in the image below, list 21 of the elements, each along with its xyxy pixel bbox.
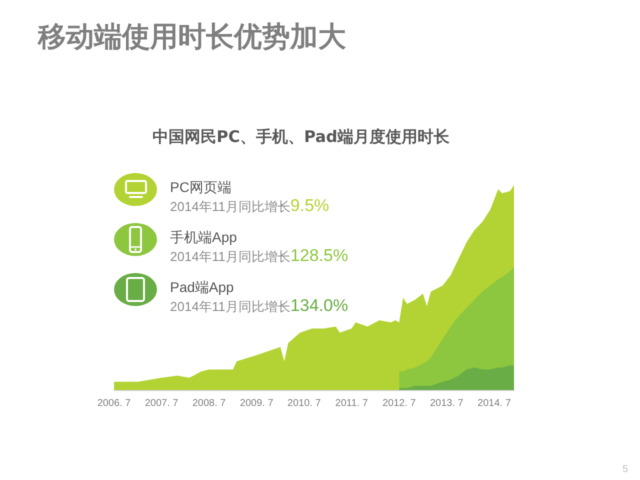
x-tick-label: 2012. 7 [382,398,416,409]
legend-label: PC网页端 [170,179,232,195]
chart-title: 移动端使用时长优势加大 [38,20,346,53]
annotation: 2014年11月同比增长 [170,299,290,314]
legend-label: 手机端App [170,229,237,245]
x-tick-label: 2006. 7 [97,398,132,409]
x-tick-label: 2008. 7 [192,398,226,409]
x-tick-label: 2014. 7 [478,398,512,409]
chart-subtitle: 中国网民PC、手机、Pad端月度使用时长 [152,127,450,146]
annotation: 2014年11月同比增长 [170,249,290,264]
x-tick-label: 2010. 7 [287,398,322,409]
x-tick-label: 2009. 7 [240,398,274,409]
text: 5 [622,464,628,475]
x-tick-label: 2013. 7 [430,398,464,409]
annotation: 9.5% [290,196,330,215]
legend-label: Pad端App [170,279,234,295]
annotation: 134.0% [290,296,348,315]
annotation: 2014年11月同比增长 [170,199,290,214]
annotation: 128.5% [290,246,348,265]
x-tick-label: 2011. 7 [335,398,368,409]
x-tick-label: 2007. 7 [144,398,179,409]
